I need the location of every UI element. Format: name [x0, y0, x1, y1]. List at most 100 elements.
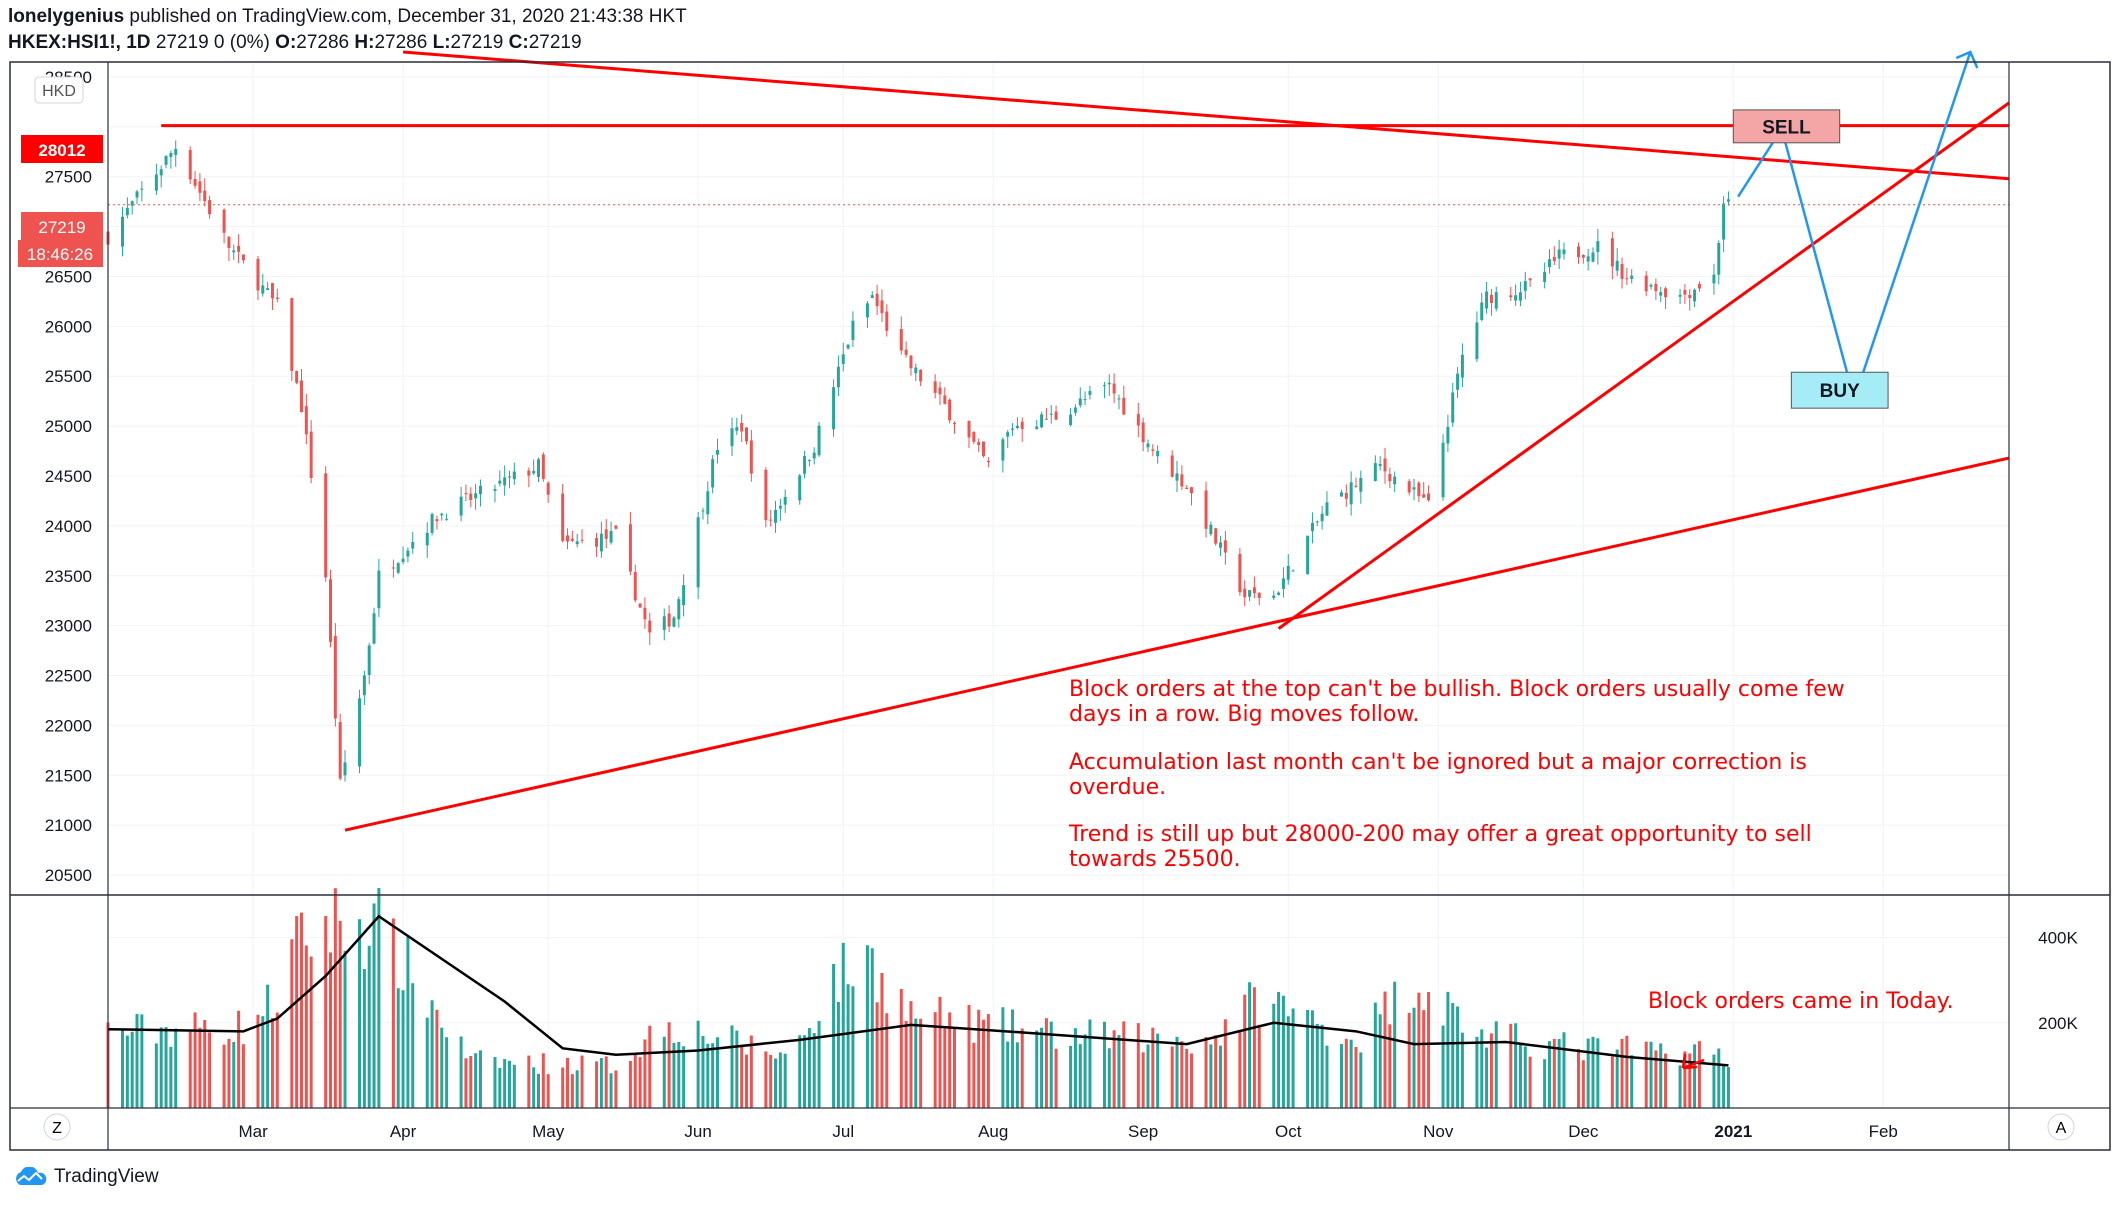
open-value: 27286	[296, 32, 350, 53]
volume-bar	[333, 888, 337, 1108]
candle-body	[672, 617, 676, 627]
candle-body	[512, 471, 516, 480]
volume-bar	[1170, 1046, 1174, 1108]
candle-body	[1489, 294, 1493, 303]
volume-bar	[1122, 1021, 1126, 1108]
volume-bar	[1422, 1010, 1426, 1108]
candle-body	[358, 698, 362, 767]
volume-bar	[1630, 1055, 1634, 1108]
volume-bar	[222, 1044, 226, 1108]
volume-bar	[977, 1009, 981, 1108]
volume-bar	[372, 903, 376, 1108]
author-name[interactable]: lonelygenius	[8, 6, 125, 27]
candle-body	[633, 571, 637, 601]
sell-zone-box[interactable]	[1732, 109, 1841, 144]
volume-bar	[1001, 1007, 1005, 1108]
volume-bar	[938, 996, 942, 1108]
candle-body	[1460, 354, 1464, 378]
candle-body	[836, 366, 840, 388]
falling-trendline[interactable]	[402, 50, 2010, 181]
candle-body	[1485, 291, 1489, 309]
candle-body	[1441, 442, 1445, 498]
candle-body	[1020, 421, 1024, 429]
candle-body	[967, 420, 971, 438]
high-value: 27286	[374, 32, 428, 53]
volume-bar	[498, 1068, 502, 1108]
volume-bar	[1209, 1044, 1213, 1108]
candle-body	[1209, 524, 1213, 535]
volume-bar	[648, 1025, 652, 1108]
volume-bar	[1190, 1053, 1194, 1108]
rising-trendline[interactable]	[1277, 101, 2010, 630]
candle-body	[1620, 264, 1624, 279]
candle-body	[778, 505, 782, 509]
volume-bar	[1427, 991, 1431, 1108]
volume-bar	[1557, 1039, 1561, 1108]
volume-bar	[1354, 1046, 1358, 1108]
candle-body	[977, 442, 981, 446]
volume-bar	[1441, 1025, 1445, 1108]
candle-body	[865, 303, 869, 318]
volume-bar	[1136, 1023, 1140, 1108]
volume-bar	[841, 942, 845, 1108]
volume-bar	[696, 1020, 700, 1108]
candle-body	[227, 236, 231, 249]
auto-scale-right-button[interactable]	[2047, 1113, 2075, 1141]
candle-body	[909, 355, 913, 369]
projection-path[interactable]	[1737, 51, 1972, 404]
currency-badge[interactable]	[34, 76, 84, 104]
candle-body	[677, 599, 681, 620]
volume-bar	[1078, 1044, 1082, 1108]
candle-body	[188, 150, 192, 180]
volume-bar	[188, 1031, 192, 1108]
candle-body	[1427, 493, 1431, 501]
volume-bar	[1552, 1038, 1556, 1108]
high-label: H:	[354, 32, 375, 53]
candle-body	[1117, 398, 1121, 400]
volume-bar	[193, 1012, 197, 1108]
annotation-line-5: Trend is still up but 28000-200 may offe…	[1068, 822, 1812, 847]
volume-bar	[1073, 1028, 1077, 1108]
candle-body	[803, 456, 807, 474]
candle-body	[1035, 426, 1039, 430]
candle-body	[1185, 487, 1189, 490]
volume-bar	[817, 1020, 821, 1108]
candle-body	[832, 387, 836, 430]
candle-body	[648, 620, 652, 633]
volume-bar	[1238, 1030, 1242, 1108]
volume-bar	[870, 948, 874, 1108]
candle-body	[1310, 522, 1314, 532]
volume-bar	[1011, 1009, 1015, 1108]
volume-bar	[1393, 981, 1397, 1108]
candle-body	[1238, 553, 1242, 593]
candle-body	[203, 190, 207, 202]
candle-body	[478, 485, 482, 495]
volume-bar	[933, 1012, 937, 1108]
volume-tick-label: 400K	[2038, 929, 2078, 948]
volume-bar	[541, 1053, 545, 1108]
auto-scale-left-button[interactable]	[43, 1113, 71, 1141]
volume-bar	[783, 1053, 787, 1108]
volume-bar	[880, 972, 884, 1108]
volume-bar	[367, 945, 371, 1108]
volume-bar	[899, 989, 903, 1108]
candle-body	[730, 428, 734, 447]
block-orders-arrow	[1681, 1053, 1705, 1070]
candle-body	[174, 148, 178, 155]
buy-zone-label: BUY	[1820, 381, 1860, 402]
time-tick-label: Feb	[1869, 1122, 1898, 1141]
tradingview-brand[interactable]: TradingView	[12, 1166, 159, 1188]
buy-zone-box[interactable]	[1790, 371, 1889, 409]
candle-body	[604, 529, 608, 539]
volume-bar	[1378, 1014, 1382, 1108]
volume-bar	[909, 1001, 913, 1108]
candle-body	[275, 297, 279, 299]
support-trendline[interactable]	[344, 456, 2010, 832]
candle-body	[701, 510, 705, 512]
volume-bar	[295, 916, 299, 1108]
volume-bar	[1151, 1027, 1155, 1108]
candle-body	[1712, 274, 1716, 284]
time-tick-label: Sep	[1128, 1122, 1158, 1141]
symbol-name[interactable]: HKEX:HSI1!, 1D	[8, 32, 151, 53]
